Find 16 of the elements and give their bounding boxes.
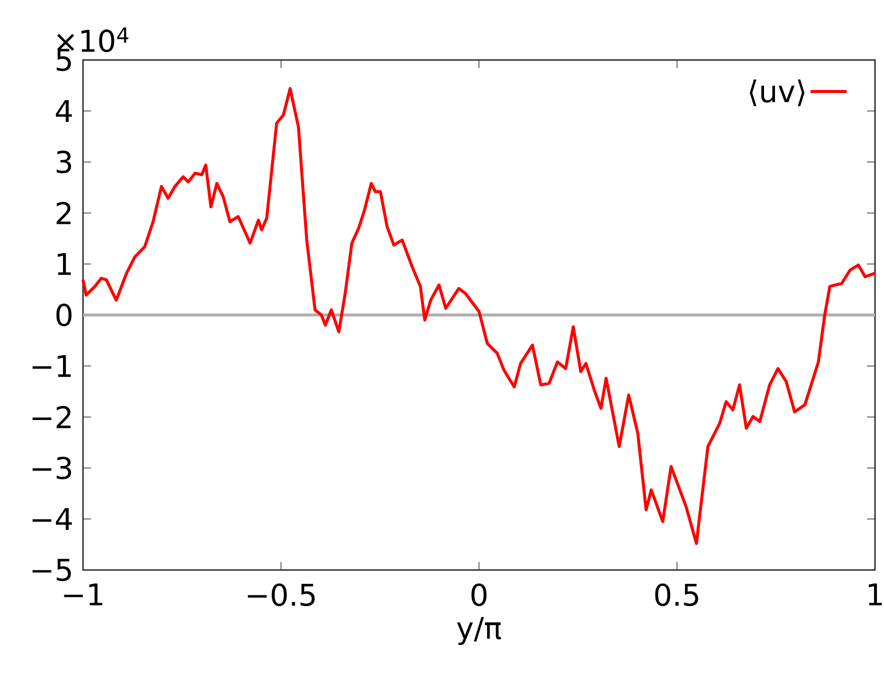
y-tick-label: 3 [56, 150, 72, 174]
y-tick-label: 4 [56, 100, 72, 122]
y-tick-label: 2 [56, 202, 70, 224]
y-tick-label: 1 [58, 253, 71, 275]
y-tick-label: −2 [32, 406, 70, 428]
y-tick-label: −5 [32, 558, 71, 582]
y-tick-label: −3 [32, 456, 72, 480]
x-tick-label: 0.5 [655, 584, 698, 606]
y-tick-label: 0 [56, 304, 72, 326]
x-tick-label: 0 [471, 584, 487, 606]
x-axis-title: y/π [457, 616, 502, 645]
legend-label: ⟨uv⟩ [750, 79, 804, 106]
y-tick-label: −4 [32, 508, 72, 530]
y-tick-label: −1 [32, 355, 71, 377]
x-tick-label: 1 [868, 584, 882, 606]
x-tick-label: −0.5 [248, 584, 315, 606]
